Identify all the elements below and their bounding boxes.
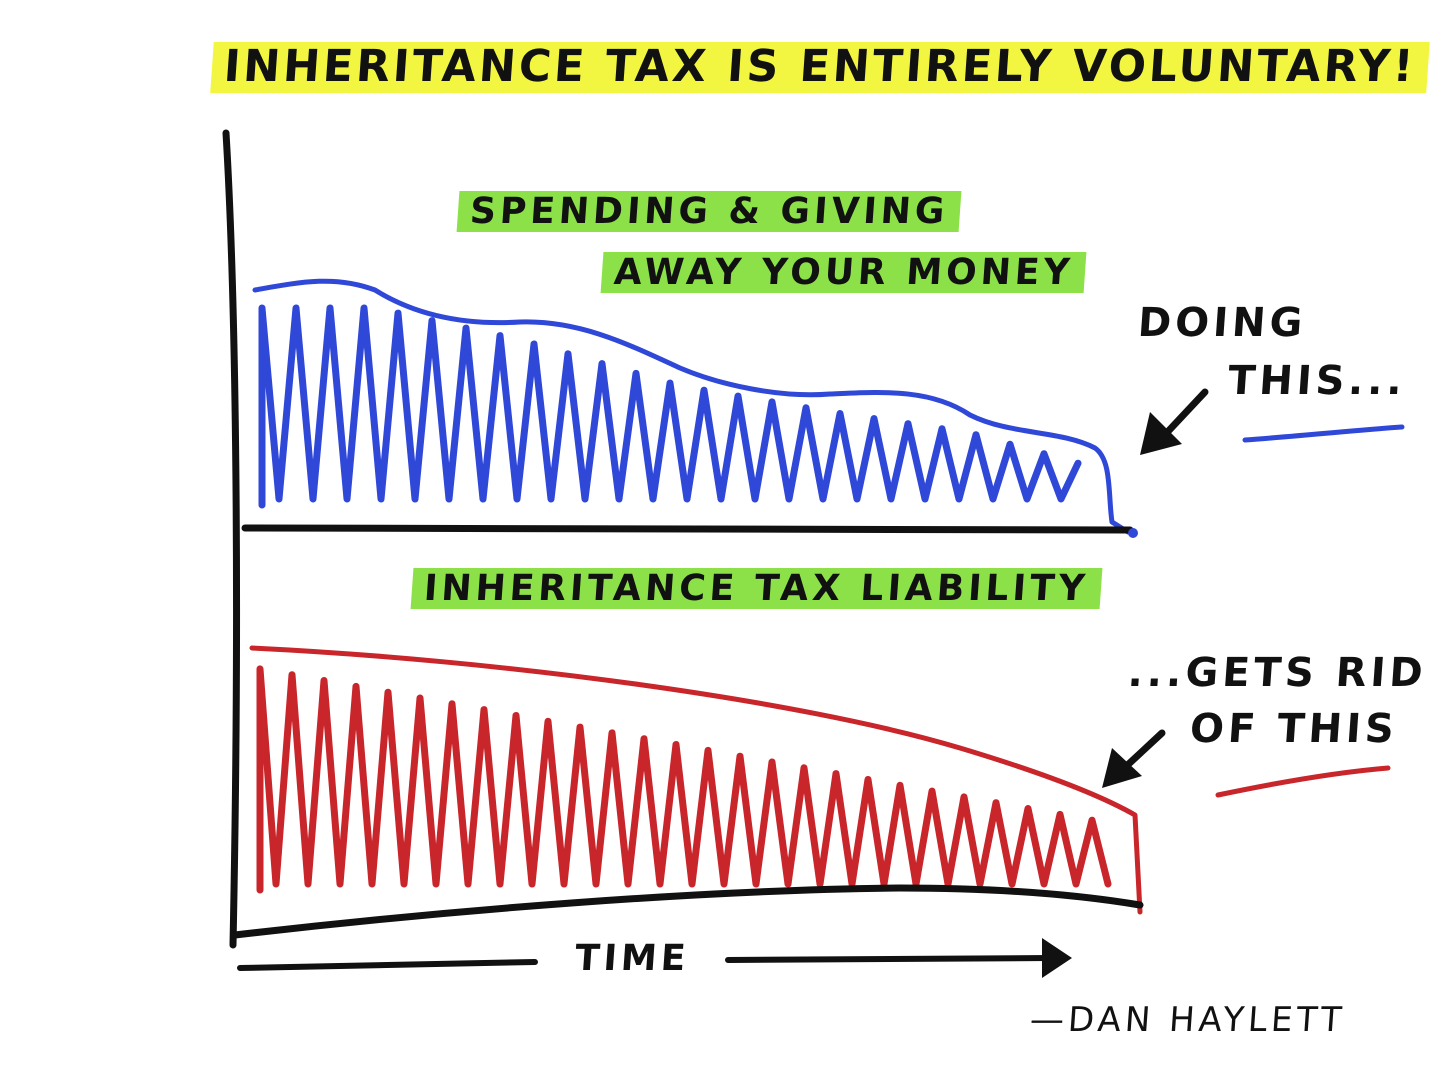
gets-red-swatch <box>1215 765 1391 798</box>
gets-rid-label-line2: OF THIS <box>1188 706 1400 752</box>
doing-this-label-line1: DOING <box>1136 300 1309 346</box>
tax-area-scribble <box>256 665 1112 894</box>
end-dot <box>1128 528 1138 538</box>
tax-curve <box>249 645 1143 915</box>
page-title: INHERITANCE TAX IS ENTIRELY VOLUNTARY! <box>210 41 1430 93</box>
spending-curve <box>252 278 1131 535</box>
gets-arrow <box>1102 729 1166 788</box>
panel-baseline-lower <box>231 884 1144 939</box>
y-axis <box>222 129 241 949</box>
doing-blue-swatch <box>1242 424 1405 443</box>
tax-liability-label: INHERITANCE TAX LIABILITY <box>410 568 1103 610</box>
time-axis-right <box>725 955 1053 963</box>
spending-label-line2: AWAY YOUR MONEY <box>600 252 1087 294</box>
gets-rid-label-line1: ...GETS RID <box>1126 650 1429 696</box>
time-axis-label: TIME <box>573 938 691 979</box>
doing-this-label-line2: THIS... <box>1226 358 1408 404</box>
spending-area-scribble <box>258 304 1082 509</box>
panel-baseline-upper <box>241 524 1134 534</box>
time-axis-left <box>237 959 538 971</box>
doing-arrow <box>1140 388 1209 455</box>
spending-label-line1: SPENDING & GIVING <box>456 191 962 233</box>
time-arrow-head <box>1042 938 1072 978</box>
author-signature: —DAN HAYLETT <box>1028 1000 1347 1040</box>
